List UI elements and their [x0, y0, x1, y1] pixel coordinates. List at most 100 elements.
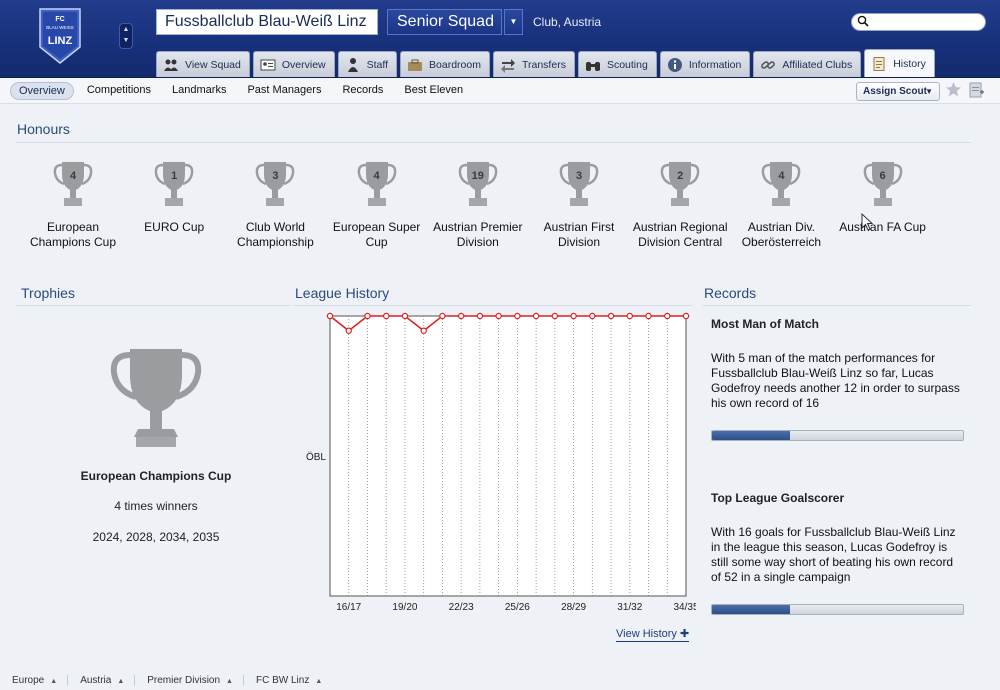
honour-count: 3 [272, 170, 279, 182]
breadcrumb-label: Europe [12, 674, 45, 686]
honour-name: Austrian Div. Oberösterreich [741, 220, 822, 249]
honour-item[interactable]: 19 Austrian Premier Division [426, 160, 530, 249]
tab-label: History [893, 58, 926, 70]
view-history-link[interactable]: View History ✚ [616, 627, 690, 642]
record-heading: Most Man of Match [711, 317, 819, 331]
tab-view-squad[interactable]: View Squad [156, 51, 250, 77]
divider [16, 305, 291, 306]
data-point [420, 327, 427, 334]
notepad-icon [873, 57, 885, 71]
subnav-overview[interactable]: Overview [10, 82, 74, 100]
honour-item[interactable]: 4 European Super Cup [325, 160, 429, 249]
triangle-up-icon: ▲ [226, 677, 233, 685]
assign-scout-label: Assign Scout [863, 86, 927, 97]
tab-affiliated-clubs[interactable]: Affiliated Clubs [753, 51, 862, 77]
tab-boardroom[interactable]: Boardroom [400, 51, 490, 77]
club-switcher-arrows[interactable]: ▲ ▼ [119, 23, 133, 49]
data-point [345, 327, 352, 334]
club-name-field[interactable]: Fussballclub Blau-Weiß Linz [156, 9, 378, 35]
triangle-up-icon: ▲ [315, 677, 323, 685]
honour-count: 4 [373, 170, 380, 182]
subnav-landmarks[interactable]: Landmarks [172, 84, 227, 96]
x-tick-label: 25/26 [505, 602, 530, 613]
tab-information[interactable]: Information [659, 51, 751, 77]
breadcrumb-item[interactable]: Austria ▲ [80, 674, 136, 686]
subnav-competitions[interactable]: Competitions [86, 84, 152, 96]
data-point [401, 312, 409, 320]
breadcrumb-label: Premier Division [147, 674, 221, 686]
trophy-name: European Champions Cup [80, 469, 232, 483]
tab-label: View Squad [185, 58, 241, 71]
sub-navigation: Overview Competitions Landmarks Past Man… [0, 78, 1000, 104]
honour-item[interactable]: 3 Club World Championship [223, 160, 327, 249]
tab-label: Scouting [606, 58, 648, 71]
chevron-down-icon: ▼ [925, 87, 933, 96]
tab-staff[interactable]: Staff [337, 51, 398, 77]
trophy-icon: 19 [458, 160, 498, 210]
honour-count: 4 [778, 170, 785, 182]
honour-item[interactable]: 4 European Champions Cup [21, 160, 125, 249]
squad-selector-button[interactable]: Senior Squad [387, 9, 502, 35]
squad-dropdown-icon[interactable]: ▼ [504, 9, 523, 35]
breadcrumb-item[interactable]: Premier Division ▲ [147, 674, 244, 686]
honour-count: 4 [69, 170, 77, 182]
honour-name: Club World Championship [237, 220, 314, 249]
honour-item[interactable]: 4 Austrian Div. Oberösterreich [729, 160, 833, 249]
trophies-title: Trophies [21, 285, 75, 301]
tab-overview[interactable]: Overview [252, 51, 335, 77]
record-heading: Top League Goalscorer [711, 491, 845, 505]
info-icon [667, 57, 682, 72]
triangle-up-icon: ▲ [117, 677, 125, 685]
data-point [326, 312, 334, 320]
subnav-past-managers[interactable]: Past Managers [247, 84, 322, 96]
record-text: With 16 goals for Fussballclub Blau-Weiß… [711, 525, 956, 584]
x-tick-label: 34/35 [673, 602, 696, 613]
breadcrumb-item[interactable]: FC BW Linz ▲ [256, 675, 332, 686]
svg-text:BLAU WEISS: BLAU WEISS [46, 25, 74, 30]
honour-item[interactable]: 2 Austrian Regional Division Central [628, 160, 732, 249]
trophy-years: 2024, 2028, 2034, 2035 [92, 530, 220, 544]
trophy-icon: 3 [255, 160, 295, 210]
data-point [476, 312, 484, 320]
data-point [626, 312, 633, 320]
data-point [383, 312, 390, 320]
honour-item[interactable]: 6 Austrian FA Cup [831, 160, 935, 235]
data-point [645, 312, 652, 320]
honour-count: 3 [575, 170, 583, 182]
breadcrumb-item[interactable]: Europe ▲ [12, 674, 69, 686]
breadcrumb: Europe ▲ Austria ▲ Premier Division ▲ FC BW Li… [0, 670, 1000, 690]
honour-name: Austrian Premier Division [433, 220, 523, 249]
honours-title: Honours [17, 121, 70, 137]
trophy-icon[interactable] [110, 345, 202, 451]
honour-count: 19 [471, 170, 484, 182]
data-point [551, 312, 559, 320]
data-point [439, 312, 446, 320]
arrows-icon [500, 58, 515, 73]
progress-fill [712, 605, 790, 614]
subnav-records[interactable]: Records [342, 84, 384, 96]
divider [294, 305, 692, 306]
tab-transfers[interactable]: Transfers [492, 51, 575, 77]
honour-item[interactable]: 3 Austrian First Division [527, 160, 631, 249]
arrow-right-icon: ✚ [680, 628, 690, 640]
subnav-best-eleven[interactable]: Best Eleven [404, 84, 464, 96]
record-progress-bar [711, 430, 964, 441]
link-icon [761, 60, 776, 69]
tab-history[interactable]: History [864, 49, 935, 78]
data-point [682, 312, 690, 320]
star-icon[interactable] [945, 81, 962, 98]
divider [16, 142, 971, 143]
y-axis-label: ÖBL [306, 451, 326, 463]
trophy-icon: 2 [660, 160, 700, 210]
honour-name: Austrian FA Cup [839, 220, 926, 234]
add-note-icon[interactable] [968, 81, 986, 99]
x-tick-label: 16/17 [336, 602, 361, 613]
club-crest-icon[interactable]: FC BLAU WEISS LINZ [38, 7, 82, 65]
svg-text:FC: FC [55, 16, 64, 23]
honour-item[interactable]: 1 EURO Cup [122, 160, 226, 235]
tab-label: Staff [366, 58, 389, 71]
tab-scouting[interactable]: Scouting [577, 51, 657, 77]
assign-scout-button[interactable]: Assign Scout ▼ [856, 82, 940, 101]
search-input[interactable] [851, 13, 986, 31]
records-title: Records [704, 285, 757, 301]
